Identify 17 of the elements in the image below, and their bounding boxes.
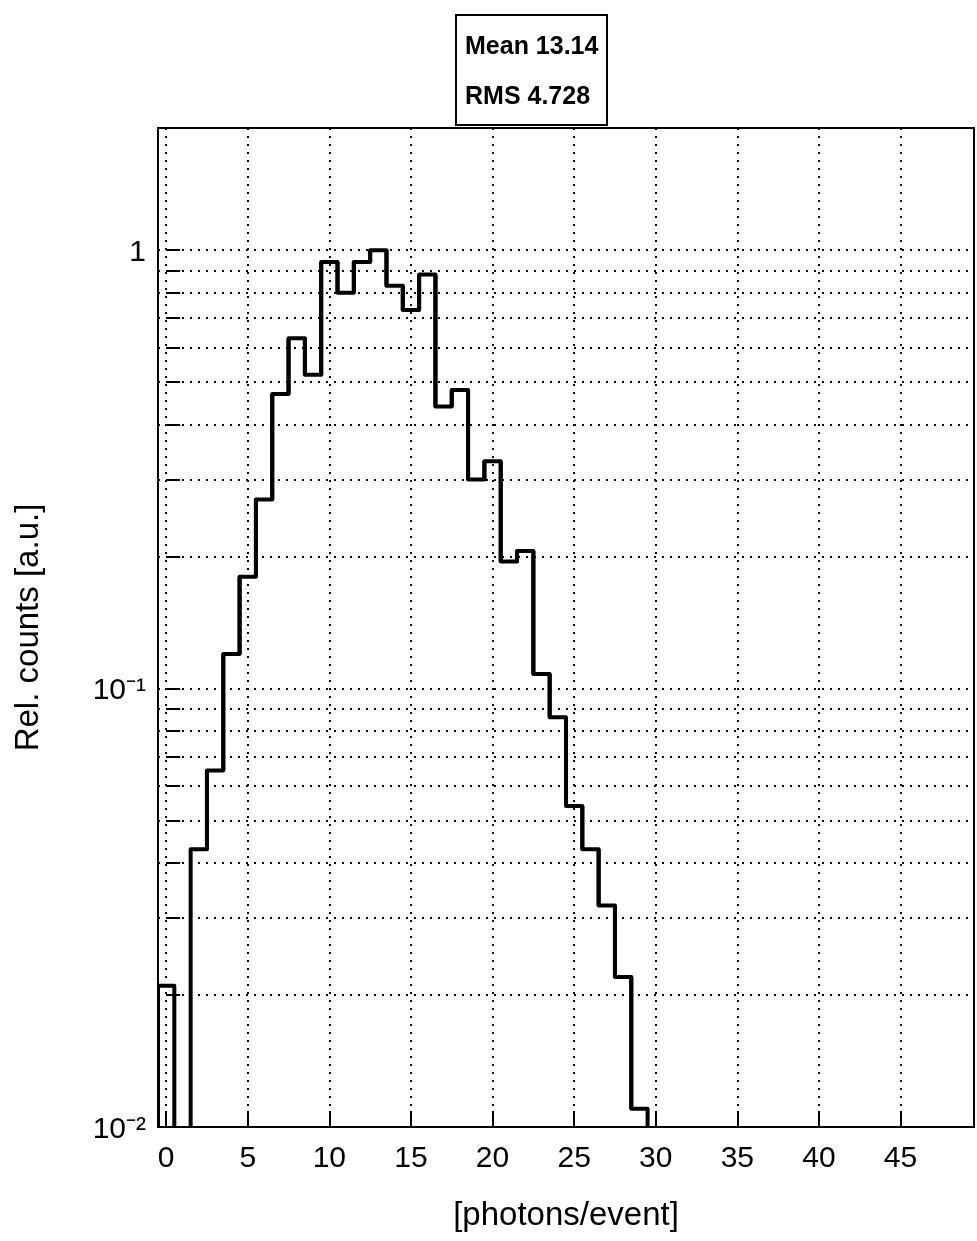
x-tick-label: 35	[720, 1139, 755, 1173]
x-tick-label: 25	[557, 1139, 591, 1173]
x-tick-label: 30	[639, 1139, 673, 1173]
y-axis-title: Rel. counts [a.u.]	[8, 503, 45, 752]
x-tick-label: 15	[394, 1139, 428, 1173]
x-tick-label: 20	[475, 1139, 510, 1173]
x-tick-label: 10	[312, 1139, 347, 1173]
x-axis-title: [photons/event]	[453, 1195, 679, 1232]
y-tick-label: 10⁻²	[92, 1110, 147, 1144]
y-tick-label: 10⁻¹	[92, 672, 147, 706]
text: RMS 4.728	[465, 80, 592, 111]
x-tick-label: 40	[802, 1139, 836, 1173]
y-tick-label: 1	[129, 233, 146, 267]
text: Mean 13.14	[465, 30, 599, 61]
x-tick-label: 0	[157, 1139, 175, 1173]
x-tick-label: 5	[239, 1139, 257, 1173]
x-tick-label: 45	[883, 1139, 918, 1173]
